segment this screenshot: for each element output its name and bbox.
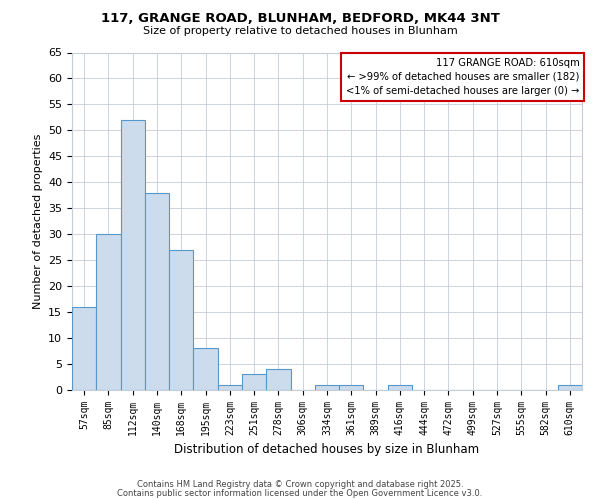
Bar: [266, 369, 290, 390]
Bar: [339, 385, 364, 390]
Bar: [558, 385, 582, 390]
X-axis label: Distribution of detached houses by size in Blunham: Distribution of detached houses by size …: [175, 444, 479, 456]
Bar: [169, 250, 193, 390]
Y-axis label: Number of detached properties: Number of detached properties: [32, 134, 43, 309]
Bar: [315, 385, 339, 390]
Bar: [121, 120, 145, 390]
Text: Contains public sector information licensed under the Open Government Licence v3: Contains public sector information licen…: [118, 489, 482, 498]
Bar: [145, 192, 169, 390]
Bar: [218, 385, 242, 390]
Text: 117 GRANGE ROAD: 610sqm
← >99% of detached houses are smaller (182)
<1% of semi-: 117 GRANGE ROAD: 610sqm ← >99% of detach…: [346, 58, 580, 96]
Bar: [193, 348, 218, 390]
Bar: [72, 307, 96, 390]
Bar: [96, 234, 121, 390]
Text: Size of property relative to detached houses in Blunham: Size of property relative to detached ho…: [143, 26, 457, 36]
Text: Contains HM Land Registry data © Crown copyright and database right 2025.: Contains HM Land Registry data © Crown c…: [137, 480, 463, 489]
Bar: [388, 385, 412, 390]
Bar: [242, 374, 266, 390]
Text: 117, GRANGE ROAD, BLUNHAM, BEDFORD, MK44 3NT: 117, GRANGE ROAD, BLUNHAM, BEDFORD, MK44…: [101, 12, 499, 26]
